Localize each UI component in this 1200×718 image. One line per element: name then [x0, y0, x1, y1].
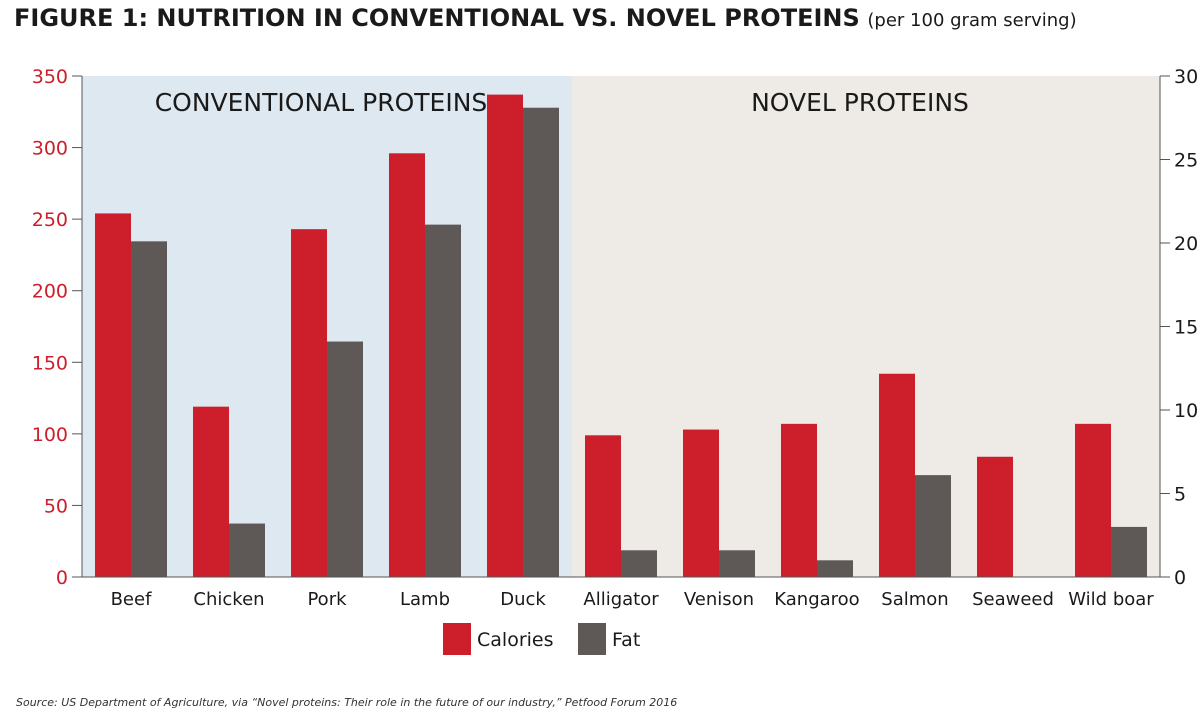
right-tick-label: 20: [1174, 233, 1198, 255]
source-note: Source: US Department of Agriculture, vi…: [16, 696, 678, 709]
x-tick-label: Salmon: [881, 589, 948, 610]
group-label-0: CONVENTIONAL PROTEINS: [155, 88, 488, 117]
left-tick-label: 350: [32, 66, 68, 88]
bar-fat-3: [425, 224, 461, 577]
x-tick-label: Alligator: [583, 589, 659, 610]
bar-fat-1: [229, 523, 265, 577]
chart-title: FIGURE 1: NUTRITION IN CONVENTIONAL VS. …: [14, 4, 1077, 32]
group-label-1: NOVEL PROTEINS: [751, 88, 969, 117]
x-tick-label: Wild boar: [1068, 589, 1154, 610]
bar-calories-6: [683, 429, 719, 577]
legend-label-fat: Fat: [612, 629, 640, 651]
right-tick-label: 30: [1174, 66, 1198, 88]
left-tick-label: 300: [32, 138, 68, 160]
right-tick-label: 25: [1174, 150, 1198, 172]
bar-calories-10: [1075, 423, 1111, 577]
left-tick-label: 50: [44, 495, 68, 517]
left-tick-label: 150: [32, 352, 68, 374]
bar-calories-1: [193, 406, 229, 577]
bar-fat-7: [817, 560, 853, 577]
x-tick-label: Pork: [307, 589, 347, 610]
bar-calories-0: [95, 213, 131, 577]
legend-swatch-calories: [443, 623, 471, 655]
bar-calories-2: [291, 229, 327, 578]
bar-calories-7: [781, 423, 817, 577]
x-tick-label: Lamb: [400, 589, 450, 610]
x-tick-label: Duck: [500, 589, 546, 610]
chart-subtitle: (per 100 gram serving): [867, 10, 1077, 31]
right-tick-label: 15: [1174, 317, 1198, 339]
bar-calories-5: [585, 435, 621, 577]
bar-calories-8: [879, 373, 915, 577]
legend-swatch-fat: [578, 623, 606, 655]
bar-fat-5: [621, 550, 657, 577]
right-tick-label: 5: [1174, 484, 1186, 506]
bar-fat-0: [131, 241, 167, 577]
x-tick-label: Venison: [684, 589, 754, 610]
bar-calories-9: [977, 456, 1013, 577]
right-tick-label: 10: [1174, 400, 1198, 422]
x-tick-label: Chicken: [193, 589, 264, 610]
bar-calories-3: [389, 153, 425, 577]
x-tick-label: Beef: [111, 589, 152, 610]
bar-fat-6: [719, 550, 755, 577]
bar-fat-2: [327, 341, 363, 577]
bar-fat-8: [915, 475, 951, 577]
bar-fat-10: [1111, 526, 1147, 577]
x-tick-label: Kangaroo: [774, 589, 859, 610]
bar-calories-4: [487, 94, 523, 577]
legend-label-calories: Calories: [477, 629, 554, 651]
left-tick-label: 250: [32, 209, 68, 231]
right-tick-label: 0: [1174, 567, 1186, 589]
protein-nutrition-chart: CONVENTIONAL PROTEINS NOVEL PROTEINS Beef C…: [32, 66, 1198, 655]
left-tick-label: 0: [56, 567, 68, 589]
left-tick-label: 100: [32, 424, 68, 446]
group-panel-1: [572, 76, 1160, 577]
chart-title-main: FIGURE 1: NUTRITION IN CONVENTIONAL VS. …: [14, 4, 860, 32]
x-tick-label: Seaweed: [972, 589, 1054, 610]
left-tick-label: 200: [32, 281, 68, 303]
bar-fat-4: [523, 107, 559, 577]
